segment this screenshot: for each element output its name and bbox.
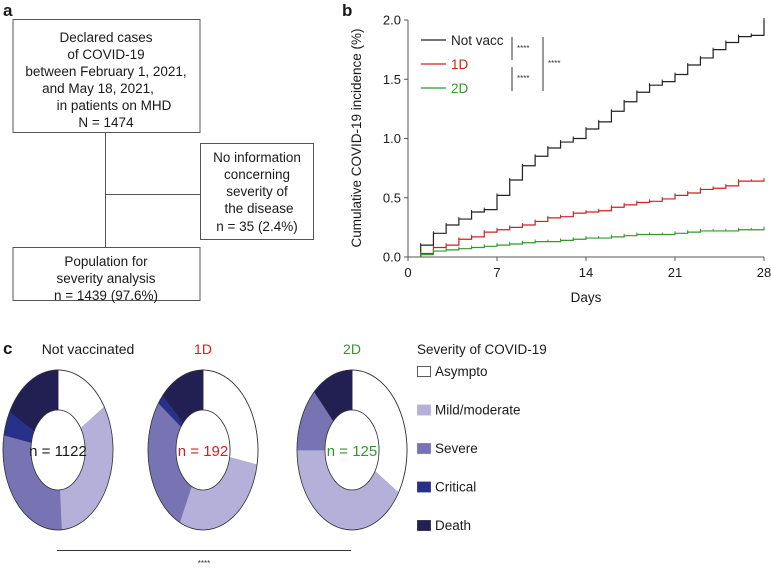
panel-label-c: c — [3, 339, 12, 358]
flow-text: between February 1, 2021, — [25, 64, 186, 79]
significance-stars: **** — [198, 559, 210, 568]
flow-text: Population for — [64, 254, 148, 269]
donut-n-label: n = 192 — [178, 443, 228, 460]
y-tick-label: 0.5 — [383, 190, 401, 205]
x-tick-label: 7 — [493, 265, 500, 280]
panel-label-b: b — [342, 1, 352, 20]
flowchart — [12, 19, 314, 301]
flow-box-excluded — [200, 143, 314, 240]
legend-label: Severe — [435, 441, 478, 456]
flow-text: severity of — [226, 184, 288, 199]
flow-text: Declared cases — [59, 30, 152, 45]
donut-n-label: n = 1122 — [29, 443, 87, 460]
flow-text: concerning — [224, 167, 290, 182]
legend-label: Not vacc — [451, 33, 504, 48]
x-tick-label: 0 — [404, 265, 411, 280]
series-line-not-vacc — [420, 20, 765, 257]
donut-title: 2D — [343, 341, 361, 357]
legend-swatch — [417, 443, 431, 454]
significance-stars: **** — [517, 44, 529, 53]
legend-swatch — [417, 520, 431, 531]
donut-title: 1D — [194, 341, 212, 357]
severity-legend: Asympto Mild/moderate Severe Critical Death — [417, 364, 521, 533]
incidence-chart: 0.0 0.5 1.0 1.5 2.0 0 7 14 21 28 Not vacc 1D 2D **** *… — [383, 13, 771, 281]
series-line-2d — [420, 228, 765, 257]
donut-outline — [147, 369, 259, 531]
severity-donuts: n = 1122 Not vaccinated n = 192 1D n = 125 2D — [2, 341, 408, 531]
y-tick-label: 0.0 — [383, 250, 401, 265]
flow-text: the disease — [224, 201, 293, 216]
legend-label: Asympto — [435, 364, 488, 379]
severity-legend-title: Severity of COVID-19 — [417, 342, 547, 357]
flow-box-declared-cases — [12, 19, 201, 133]
flow-text: n = 35 (2.4%) — [216, 219, 297, 234]
donut-1d: n = 192 1D — [147, 341, 259, 531]
flow-text: N = 1474 — [78, 115, 134, 130]
flow-text: No information — [213, 150, 301, 165]
donut-hole — [324, 409, 380, 491]
donut-hole — [175, 409, 231, 491]
x-tick-label: 28 — [757, 265, 771, 280]
flow-excluded-text: No information concerning severity of th… — [213, 150, 301, 234]
donut-2d: n = 125 2D — [296, 341, 408, 531]
y-tick-label: 1.0 — [383, 131, 401, 146]
donut-hole — [30, 409, 86, 491]
y-tick-label: 1.5 — [383, 72, 401, 87]
flow-text: in patients on MHD — [57, 98, 172, 113]
series-line-1d — [420, 179, 765, 257]
flow-text: severity analysis — [56, 271, 155, 286]
flow-text: n = 1439 (97.6%) — [54, 288, 158, 303]
donut-not-vaccinated: n = 1122 Not vaccinated — [2, 341, 135, 531]
flow-text: of COVID-19 — [67, 47, 144, 62]
donut-n-label: n = 125 — [327, 443, 377, 460]
legend-label: Critical — [435, 480, 476, 495]
legend-swatch — [417, 366, 431, 377]
y-axis-label: Cumulative COVID-19 incidence (%) — [349, 28, 364, 247]
y-tick-label: 2.0 — [383, 13, 401, 28]
flow-box-population — [12, 247, 201, 301]
legend-label: 2D — [451, 81, 469, 96]
legend-label: Death — [435, 518, 471, 533]
flow-top-text: Declared cases of COVID-19 between Febru… — [25, 30, 186, 130]
x-tick-label: 14 — [579, 265, 593, 280]
donut-outline — [296, 369, 408, 531]
significance-stars: **** — [548, 59, 560, 68]
x-tick-label: 21 — [668, 265, 682, 280]
legend-label: 1D — [451, 57, 469, 72]
legend-swatch — [417, 481, 431, 493]
legend-swatch — [417, 404, 431, 416]
x-axis-label: Days — [571, 290, 602, 305]
panel-label-a: a — [3, 1, 13, 20]
flow-population-text: Population for severity analysis n = 143… — [54, 254, 158, 303]
donut-title: Not vaccinated — [42, 341, 135, 357]
flow-text: and May 18, 2021, — [42, 81, 154, 96]
donut-outline — [2, 369, 114, 531]
significance-stars: **** — [517, 74, 529, 83]
legend-label: Mild/moderate — [435, 403, 521, 418]
